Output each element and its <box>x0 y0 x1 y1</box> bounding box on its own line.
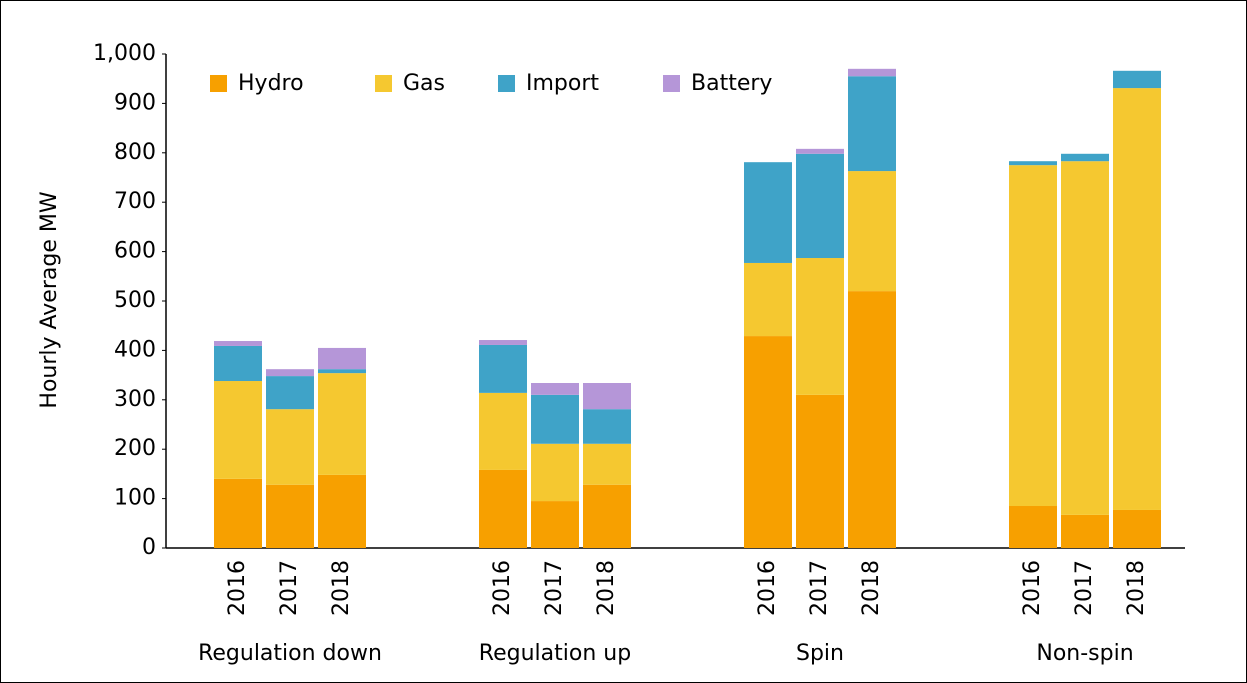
bar-segment <box>479 469 527 548</box>
y-tick-label: 400 <box>114 337 156 362</box>
y-tick-label: 600 <box>114 239 156 264</box>
bar-segment <box>479 340 527 345</box>
bar-segment <box>848 68 896 77</box>
y-tick-label: 800 <box>114 140 156 165</box>
x-tick-label: 2018 <box>594 560 619 616</box>
y-tick-label: 1,000 <box>93 41 156 66</box>
bar-segment <box>266 409 314 485</box>
bar-segment <box>214 478 262 548</box>
y-tick-label: 0 <box>142 535 156 560</box>
legend-swatch <box>498 75 515 92</box>
x-tick-label: 2016 <box>490 560 515 616</box>
bar-segment <box>583 443 631 485</box>
y-tick-label: 500 <box>114 288 156 313</box>
x-tick-label: 2018 <box>329 560 354 616</box>
x-tick-label: 2017 <box>1072 560 1097 616</box>
bar-segment <box>1113 70 1161 89</box>
bar-segment <box>1009 161 1057 166</box>
bar-segment <box>1061 161 1109 515</box>
bar-segment <box>214 345 262 382</box>
bar-segment <box>848 171 896 292</box>
bar-segment <box>796 153 844 259</box>
x-tick-label: 2017 <box>807 560 832 616</box>
x-tick-label: 2018 <box>1124 560 1149 616</box>
bar-segment <box>796 148 844 154</box>
legend-label: Battery <box>691 71 772 96</box>
bar-segment <box>318 347 366 370</box>
bar-segment <box>531 443 579 502</box>
x-tick-label: 2018 <box>859 560 884 616</box>
bar-segment <box>1009 165 1057 507</box>
legend-swatch <box>375 75 392 92</box>
group-label: Non-spin <box>1036 641 1133 666</box>
x-tick-label: 2017 <box>542 560 567 616</box>
bar-segment <box>848 76 896 172</box>
bar-segment <box>744 162 792 263</box>
bar-segment <box>583 484 631 548</box>
bar-segment <box>479 344 527 393</box>
bar-segment <box>1061 153 1109 162</box>
bar-segment <box>318 474 366 548</box>
bar-segment <box>1113 88 1161 510</box>
x-tick-label: 2016 <box>225 560 250 616</box>
legend-label: Import <box>526 71 599 96</box>
bar-segment <box>531 394 579 444</box>
bar-segment <box>583 409 631 444</box>
legend-swatch <box>210 75 227 92</box>
bar-segment <box>266 369 314 377</box>
bar-segment <box>318 369 366 374</box>
bar-segment <box>214 381 262 479</box>
bar-segment <box>583 383 631 410</box>
bar-segment <box>1113 509 1161 548</box>
group-label: Regulation down <box>198 641 382 666</box>
x-tick-label: 2017 <box>277 560 302 616</box>
legend-swatch <box>663 75 680 92</box>
y-tick-label: 200 <box>114 436 156 461</box>
legend-label: Hydro <box>238 71 304 96</box>
bar-segment <box>796 394 844 548</box>
bar-segment <box>744 336 792 548</box>
legend-label: Gas <box>403 71 445 96</box>
bar-segment <box>848 291 896 548</box>
bar-segment <box>266 484 314 548</box>
bar-segment <box>318 373 366 475</box>
y-axis-label: Hourly Average MW <box>37 191 62 408</box>
group-label: Spin <box>796 641 844 666</box>
y-tick-label: 300 <box>114 387 156 412</box>
y-tick-label: 100 <box>114 486 156 511</box>
bar-segment <box>479 392 527 470</box>
x-tick-label: 2016 <box>755 560 780 616</box>
bar-segment <box>744 262 792 337</box>
bar-segment <box>214 341 262 346</box>
y-tick-label: 700 <box>114 189 156 214</box>
bar-segment <box>1061 514 1109 548</box>
x-tick-label: 2016 <box>1020 560 1045 616</box>
bar-segment <box>266 376 314 410</box>
bar-segment <box>1009 506 1057 548</box>
bar-segment <box>531 383 579 395</box>
y-tick-label: 900 <box>114 90 156 115</box>
bar-segment <box>531 501 579 548</box>
bar-segment <box>796 258 844 395</box>
group-label: Regulation up <box>479 641 631 666</box>
